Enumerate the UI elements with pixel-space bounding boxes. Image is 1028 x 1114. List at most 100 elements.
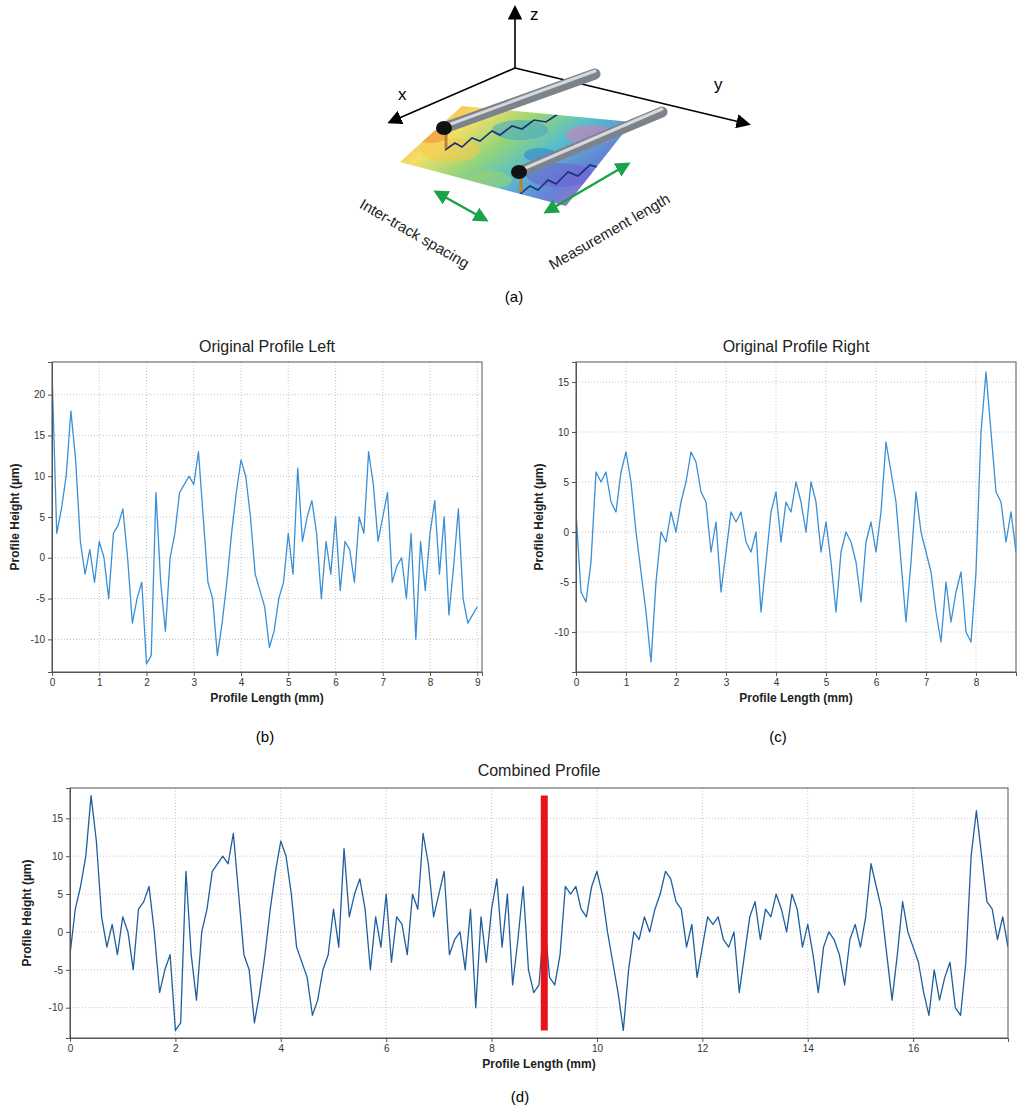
tick-label: 2 (173, 1043, 179, 1054)
grid-line (576, 532, 1016, 533)
grid-line (280, 788, 281, 1038)
grid-line (776, 362, 777, 672)
grid-line (99, 362, 100, 672)
x-tick: 2 (674, 672, 680, 688)
axis-label: z (530, 5, 539, 24)
tick-mark (281, 1038, 282, 1042)
grid-line (702, 788, 703, 1038)
y-axis: -10-505101520 (31, 363, 53, 673)
plot-frame (52, 362, 482, 672)
y-tick: 15 (558, 377, 576, 388)
y-axis-line (48, 363, 53, 673)
stylus-highlight (448, 71, 595, 125)
x-tick: 1 (97, 672, 103, 688)
tick-label: 8 (489, 1043, 495, 1054)
panel-label: (a) (505, 288, 523, 305)
dimension-label: Inter-track spacing (357, 195, 472, 271)
x-tick: 8 (974, 672, 980, 688)
tick-mark (383, 672, 384, 676)
x-tick: 7 (924, 672, 930, 688)
tick-mark (702, 1038, 703, 1042)
tick-mark (430, 672, 431, 676)
y-tick: 15 (52, 813, 70, 824)
grid-line (70, 1007, 1008, 1008)
y-tick: 10 (558, 427, 576, 438)
x-tick: 6 (384, 1038, 390, 1054)
x-axis-line (71, 1039, 1009, 1043)
tick-mark (48, 395, 52, 396)
y-tick: 5 (57, 889, 70, 900)
x-axis-title: Profile Length (mm) (482, 1057, 595, 1071)
tick-mark (913, 1038, 914, 1042)
chart-title: Combined Profile (478, 762, 601, 779)
tick-label: 0 (563, 527, 569, 538)
profile-line (70, 796, 1008, 1031)
y-axis-title: Profile Height (µm) (8, 464, 22, 571)
tick-label: 0 (68, 1043, 74, 1054)
tick-mark (66, 932, 70, 933)
x-axis: 012345678 (574, 672, 1017, 688)
tick-mark (241, 672, 242, 676)
marks (52, 370, 477, 664)
tick-label: 5 (39, 512, 45, 523)
surface-texture (412, 114, 622, 194)
tick-mark (926, 672, 927, 676)
grid-line (826, 362, 827, 672)
surface-blotch (492, 120, 548, 140)
chart-panel: 0123456789-10-505101520Original Profile … (8, 338, 482, 745)
y-tick: 15 (34, 430, 52, 441)
x-tick: 5 (824, 672, 830, 688)
y-tick: -5 (560, 577, 576, 588)
y-tick: 0 (563, 527, 576, 538)
grid-line (52, 639, 482, 640)
y-tick: 10 (34, 471, 52, 482)
surface-blotch (468, 171, 512, 189)
tick-mark (808, 1038, 809, 1042)
chart-panel: 012345678-10-5051015Original Profile Rig… (532, 338, 1016, 745)
dimension-arrow (436, 192, 486, 220)
grid-line (52, 557, 482, 558)
y-tick: -5 (54, 965, 70, 976)
x-tick: 14 (803, 1038, 815, 1054)
tick-mark (477, 672, 478, 676)
y-axis-title: Profile Height (µm) (532, 464, 546, 571)
tick-mark (572, 482, 576, 483)
tick-label: 4 (279, 1043, 285, 1054)
panel-label: (b) (256, 728, 274, 745)
grid-line (175, 788, 176, 1038)
tick-label: 0 (57, 927, 63, 938)
plot-frame (70, 788, 1008, 1038)
tick-mark (288, 672, 289, 676)
panel-label: (d) (511, 1088, 529, 1105)
x-tick: 12 (697, 1038, 709, 1054)
tick-mark (48, 639, 52, 640)
tick-label: 3 (191, 677, 197, 688)
grid-line (386, 788, 387, 1038)
grid-line (576, 432, 1016, 433)
x-tick: 1 (624, 672, 630, 688)
tick-mark (492, 1038, 493, 1042)
x-tick: 0 (50, 672, 56, 688)
tick-mark (336, 672, 337, 676)
tick-label: 8 (428, 677, 434, 688)
y-tick: -10 (555, 627, 576, 638)
tick-label: 20 (34, 389, 46, 400)
tick-mark (48, 517, 52, 518)
grid-line (70, 818, 1008, 819)
tick-label: 10 (52, 851, 64, 862)
tick-label: 7 (924, 677, 930, 688)
tick-label: 3 (724, 677, 730, 688)
stylus (436, 71, 595, 148)
grid-line (477, 362, 478, 672)
axis-z (514, 8, 516, 68)
x-tick: 2 (173, 1038, 179, 1054)
tick-label: -10 (49, 1002, 64, 1013)
tick-label: -5 (560, 577, 569, 588)
grid-line (913, 788, 914, 1038)
axis-label: y (714, 75, 723, 94)
tick-label: -10 (555, 627, 570, 638)
tick-mark (66, 818, 70, 819)
grid-line (52, 435, 482, 436)
x-tick: 3 (191, 672, 197, 688)
tick-label: 6 (874, 677, 880, 688)
